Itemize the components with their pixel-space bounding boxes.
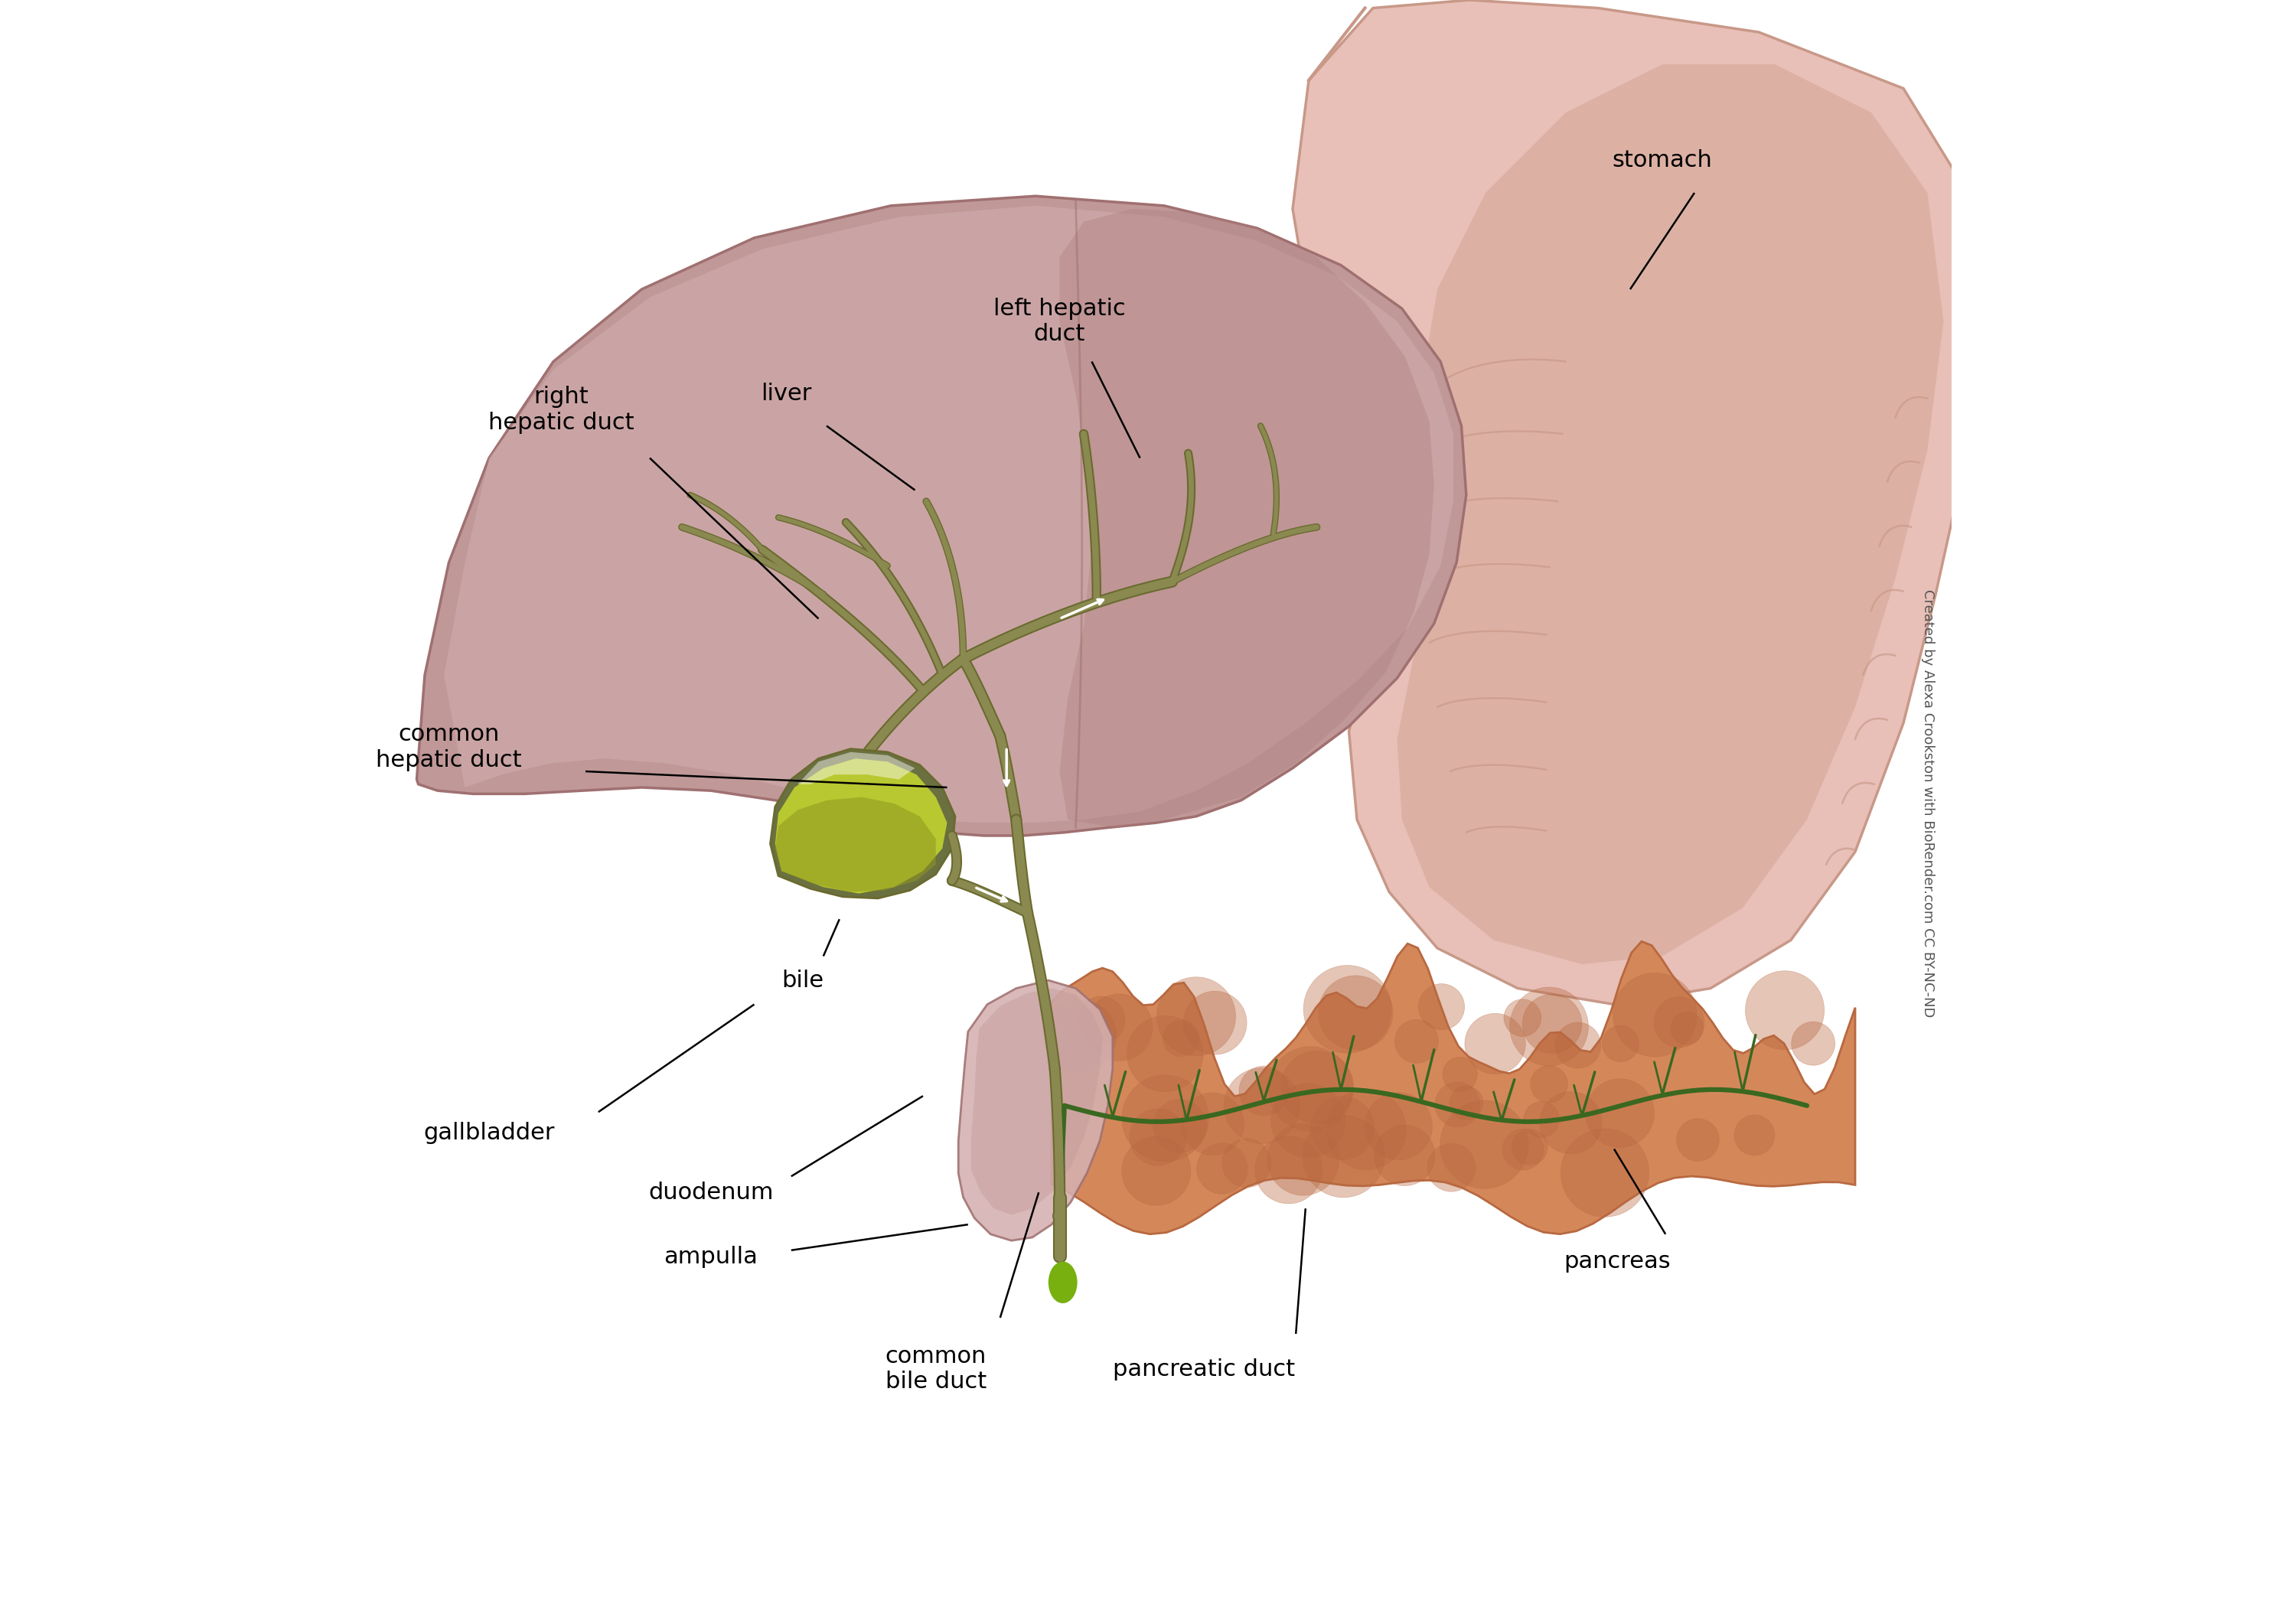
Circle shape <box>1435 1082 1481 1127</box>
Text: right
hepatic duct: right hepatic duct <box>489 386 634 434</box>
Text: Created by Alexa Crookston with BioRender.com CC BY-NC-ND: Created by Alexa Crookston with BioRende… <box>1919 590 1933 1017</box>
Circle shape <box>1364 1093 1433 1160</box>
Circle shape <box>1554 1022 1600 1069</box>
Text: ampulla: ampulla <box>664 1245 758 1268</box>
Circle shape <box>1375 1125 1435 1186</box>
Circle shape <box>1086 993 1153 1061</box>
Circle shape <box>1182 1093 1244 1155</box>
Circle shape <box>1465 1014 1525 1073</box>
Polygon shape <box>971 988 1102 1215</box>
Circle shape <box>1511 1130 1548 1165</box>
Polygon shape <box>776 797 937 892</box>
Circle shape <box>1676 1118 1720 1162</box>
Circle shape <box>1449 1086 1483 1120</box>
Circle shape <box>1042 1000 1116 1072</box>
Circle shape <box>1153 1099 1208 1152</box>
Circle shape <box>1221 1139 1272 1188</box>
Polygon shape <box>1058 209 1435 828</box>
Polygon shape <box>957 980 1114 1241</box>
Circle shape <box>1224 1067 1300 1144</box>
Circle shape <box>1311 1096 1373 1160</box>
Polygon shape <box>1396 64 1942 964</box>
Circle shape <box>1511 987 1589 1065</box>
Circle shape <box>1196 1143 1247 1194</box>
Circle shape <box>1531 1065 1568 1102</box>
Circle shape <box>1272 1083 1345 1157</box>
Circle shape <box>1162 1020 1199 1057</box>
Polygon shape <box>1293 0 1984 1004</box>
Circle shape <box>1281 1051 1355 1123</box>
Ellipse shape <box>1049 1261 1077 1303</box>
Circle shape <box>1603 1025 1639 1062</box>
Polygon shape <box>418 196 1467 836</box>
Circle shape <box>1745 971 1825 1049</box>
Circle shape <box>1267 1123 1339 1196</box>
Circle shape <box>1256 1136 1322 1204</box>
Circle shape <box>1502 1128 1543 1170</box>
Text: pancreatic duct: pancreatic duct <box>1114 1358 1295 1380</box>
Circle shape <box>1304 966 1391 1053</box>
Text: pancreas: pancreas <box>1564 1250 1671 1273</box>
Text: stomach: stomach <box>1612 149 1713 172</box>
Circle shape <box>1653 996 1704 1048</box>
Polygon shape <box>776 759 946 893</box>
Circle shape <box>1327 1090 1405 1170</box>
Circle shape <box>1442 1057 1476 1091</box>
Circle shape <box>1561 1128 1649 1216</box>
Circle shape <box>1302 1115 1384 1197</box>
Circle shape <box>1440 1101 1529 1189</box>
Circle shape <box>1240 1065 1288 1115</box>
Text: duodenum: duodenum <box>647 1181 774 1204</box>
Text: liver: liver <box>760 382 813 405</box>
Circle shape <box>1504 1000 1541 1037</box>
Circle shape <box>1123 1075 1208 1162</box>
Polygon shape <box>443 206 1453 823</box>
Circle shape <box>1394 1019 1437 1064</box>
Circle shape <box>1428 1143 1476 1192</box>
Circle shape <box>1182 992 1247 1054</box>
Circle shape <box>1522 995 1582 1054</box>
Circle shape <box>1123 1136 1192 1205</box>
Text: left hepatic
duct: left hepatic duct <box>994 297 1125 346</box>
Text: gallbladder: gallbladder <box>422 1122 556 1144</box>
Circle shape <box>1130 1109 1187 1165</box>
Circle shape <box>1157 977 1235 1056</box>
Text: bile: bile <box>781 969 824 992</box>
Polygon shape <box>1052 942 1855 1234</box>
Circle shape <box>1267 1046 1352 1131</box>
Circle shape <box>1127 1016 1203 1091</box>
Circle shape <box>1525 1101 1559 1138</box>
Circle shape <box>1671 1012 1704 1045</box>
Polygon shape <box>769 749 955 898</box>
Circle shape <box>1614 972 1697 1057</box>
Circle shape <box>1791 1022 1835 1065</box>
Circle shape <box>1077 996 1125 1043</box>
Polygon shape <box>797 752 914 784</box>
Circle shape <box>1733 1115 1775 1155</box>
Text: common
bile duct: common bile duct <box>886 1345 987 1393</box>
Text: common
hepatic duct: common hepatic duct <box>377 723 521 771</box>
Circle shape <box>1541 1091 1603 1154</box>
Circle shape <box>1318 975 1394 1049</box>
Circle shape <box>1587 1078 1655 1147</box>
Circle shape <box>1419 983 1465 1030</box>
